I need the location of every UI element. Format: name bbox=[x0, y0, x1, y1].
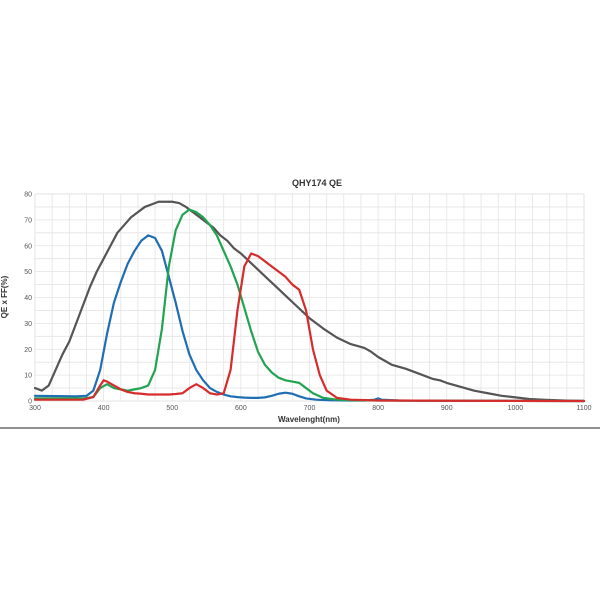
y-tick-label: 80 bbox=[24, 192, 32, 199]
y-tick-label: 30 bbox=[24, 321, 32, 328]
x-axis-title: Wavelenght(nm) bbox=[278, 415, 340, 424]
y-tick-label: 20 bbox=[24, 347, 32, 354]
x-tick-label: 500 bbox=[166, 405, 178, 412]
y-tick-label: 50 bbox=[24, 269, 32, 276]
x-tick-label: 300 bbox=[29, 405, 41, 412]
x-axis-tick-labels: 300 400 500 600 700 800 900 1000 1100 bbox=[29, 405, 591, 412]
x-tick-label: 700 bbox=[304, 405, 316, 412]
series-line-4 bbox=[33, 252, 586, 403]
x-tick-label: 1000 bbox=[508, 405, 524, 412]
x-tick-label: 800 bbox=[372, 405, 384, 412]
chart-title: QHY174 QE bbox=[292, 178, 342, 188]
x-tick-label: 400 bbox=[98, 405, 110, 412]
series-lines bbox=[33, 200, 586, 403]
y-axis-title: QE x FF(%) bbox=[0, 275, 9, 318]
y-tick-label: 40 bbox=[24, 295, 32, 302]
x-tick-label: 600 bbox=[235, 405, 247, 412]
y-tick-label: 70 bbox=[24, 217, 32, 224]
x-tick-label: 1100 bbox=[576, 405, 591, 412]
grid-lines bbox=[34, 193, 585, 402]
x-tick-label: 900 bbox=[441, 405, 453, 412]
y-tick-label: 0 bbox=[28, 399, 32, 406]
y-tick-label: 10 bbox=[24, 373, 32, 380]
series-line-1 bbox=[33, 200, 586, 403]
y-tick-label: 60 bbox=[24, 243, 32, 250]
y-axis-tick-labels: 0 10 20 30 40 50 60 70 80 bbox=[24, 192, 32, 406]
